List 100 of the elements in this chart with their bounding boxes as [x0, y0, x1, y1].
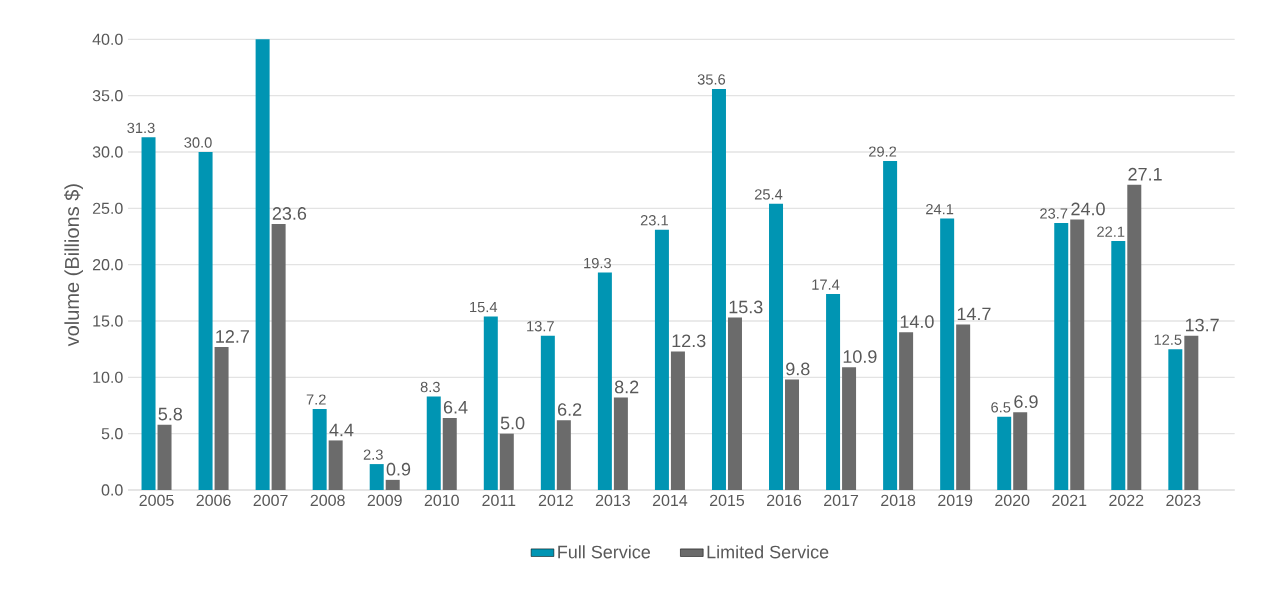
data-label: 19.3 — [584, 257, 611, 269]
data-label: 8.2 — [614, 380, 639, 394]
x-tick-label: 2019 — [938, 494, 973, 507]
y-tick-label: 25.0 — [92, 202, 123, 214]
data-label: 5.8 — [158, 407, 183, 421]
bar — [426, 396, 441, 490]
x-tick-label: 2020 — [995, 494, 1030, 507]
data-label: 29.2 — [869, 146, 897, 157]
x-tick-label: 2018 — [881, 494, 916, 507]
bar — [442, 417, 457, 490]
bar — [670, 351, 685, 490]
bar — [727, 317, 742, 490]
y-tick-label: 20.0 — [92, 259, 123, 271]
y-axis-title: volume (Billions $) — [64, 184, 83, 347]
data-label: 30.0 — [184, 137, 212, 148]
data-label: 9.8 — [786, 362, 810, 376]
y-tick-label: 10.0 — [93, 371, 123, 383]
x-tick-label: 2021 — [1052, 494, 1087, 507]
y-tick-label: 5.0 — [101, 428, 123, 440]
data-label: 35.6 — [697, 74, 726, 85]
data-label: 12.7 — [216, 330, 249, 343]
data-label: 2.3 — [363, 449, 383, 460]
bar — [255, 39, 270, 490]
x-tick-label: 2008 — [310, 494, 345, 507]
data-label: 25.4 — [754, 189, 783, 200]
data-label: 12.5 — [1154, 334, 1182, 345]
bar — [141, 137, 156, 490]
y-tick-label: 15.0 — [93, 315, 123, 327]
x-tick-label: 2012 — [538, 494, 573, 507]
bar — [328, 440, 343, 490]
data-label: 13.7 — [527, 321, 554, 332]
x-tick-label: 2009 — [367, 494, 402, 507]
bar — [214, 346, 229, 490]
bar — [956, 324, 971, 490]
y-tick-label: 40.0 — [92, 33, 123, 45]
data-label: 6.4 — [443, 400, 468, 414]
x-tick-label: 2016 — [767, 494, 802, 507]
data-label: 17.4 — [812, 279, 840, 290]
bar — [711, 88, 726, 490]
y-tick-label: 0.0 — [101, 484, 123, 496]
bar — [769, 203, 784, 490]
legend-label: Full Service — [558, 545, 651, 559]
bar — [499, 433, 514, 490]
data-label: 22.1 — [1097, 226, 1125, 237]
data-label: 4.4 — [329, 423, 354, 437]
bar — [483, 316, 498, 490]
bar — [842, 367, 857, 490]
bar — [940, 218, 955, 490]
x-tick-label: 2011 — [482, 494, 516, 507]
x-tick-label: 2023 — [1166, 494, 1201, 507]
data-label: 6.9 — [1014, 395, 1038, 408]
bar — [1054, 222, 1069, 490]
bar — [883, 161, 898, 490]
bar — [785, 379, 800, 490]
y-tick-label: 30.0 — [92, 146, 123, 158]
data-label: 24.1 — [926, 203, 954, 215]
data-label: 8.3 — [420, 381, 440, 393]
bar — [369, 464, 384, 490]
bar — [1127, 184, 1142, 490]
x-tick-label: 2006 — [196, 494, 231, 507]
bar — [385, 479, 400, 490]
bar — [613, 397, 628, 490]
data-label: 15.3 — [729, 300, 763, 314]
data-label: 15.4 — [470, 302, 498, 313]
data-label: 14.0 — [900, 315, 934, 328]
bar — [1111, 241, 1126, 490]
data-label: 12.3 — [672, 334, 706, 348]
bar — [1013, 412, 1028, 490]
bar — [597, 272, 612, 490]
bar — [556, 420, 571, 490]
data-label: 23.6 — [272, 207, 307, 220]
y-tick-label: 35.0 — [92, 90, 123, 102]
bar — [899, 332, 914, 490]
bar — [198, 152, 213, 490]
x-tick-label: 2022 — [1109, 494, 1144, 507]
bar — [654, 229, 669, 490]
bar — [1168, 349, 1183, 490]
bar — [1184, 335, 1199, 490]
bar — [826, 293, 841, 490]
data-label: 7.2 — [306, 394, 326, 405]
bar — [271, 224, 286, 490]
bar — [540, 335, 555, 490]
x-tick-label: 2007 — [253, 494, 288, 507]
x-tick-label: 2013 — [595, 494, 630, 507]
x-tick-label: 2010 — [424, 494, 459, 507]
data-label: 10.9 — [843, 350, 877, 363]
bar — [157, 424, 172, 490]
x-tick-label: 2017 — [824, 494, 859, 507]
bar — [1070, 219, 1085, 490]
data-label: 23.1 — [640, 215, 668, 226]
data-label: 6.5 — [991, 402, 1011, 413]
x-tick-label: 2014 — [652, 494, 688, 507]
data-label: 24.0 — [1071, 202, 1105, 216]
data-label: 5.0 — [500, 416, 525, 430]
data-label: 14.7 — [957, 307, 991, 321]
x-tick-label: 2015 — [709, 494, 745, 507]
x-tick-label: 2005 — [139, 494, 174, 507]
data-label: 6.2 — [558, 403, 582, 416]
bar — [997, 416, 1012, 490]
data-label: 31.3 — [127, 122, 155, 134]
